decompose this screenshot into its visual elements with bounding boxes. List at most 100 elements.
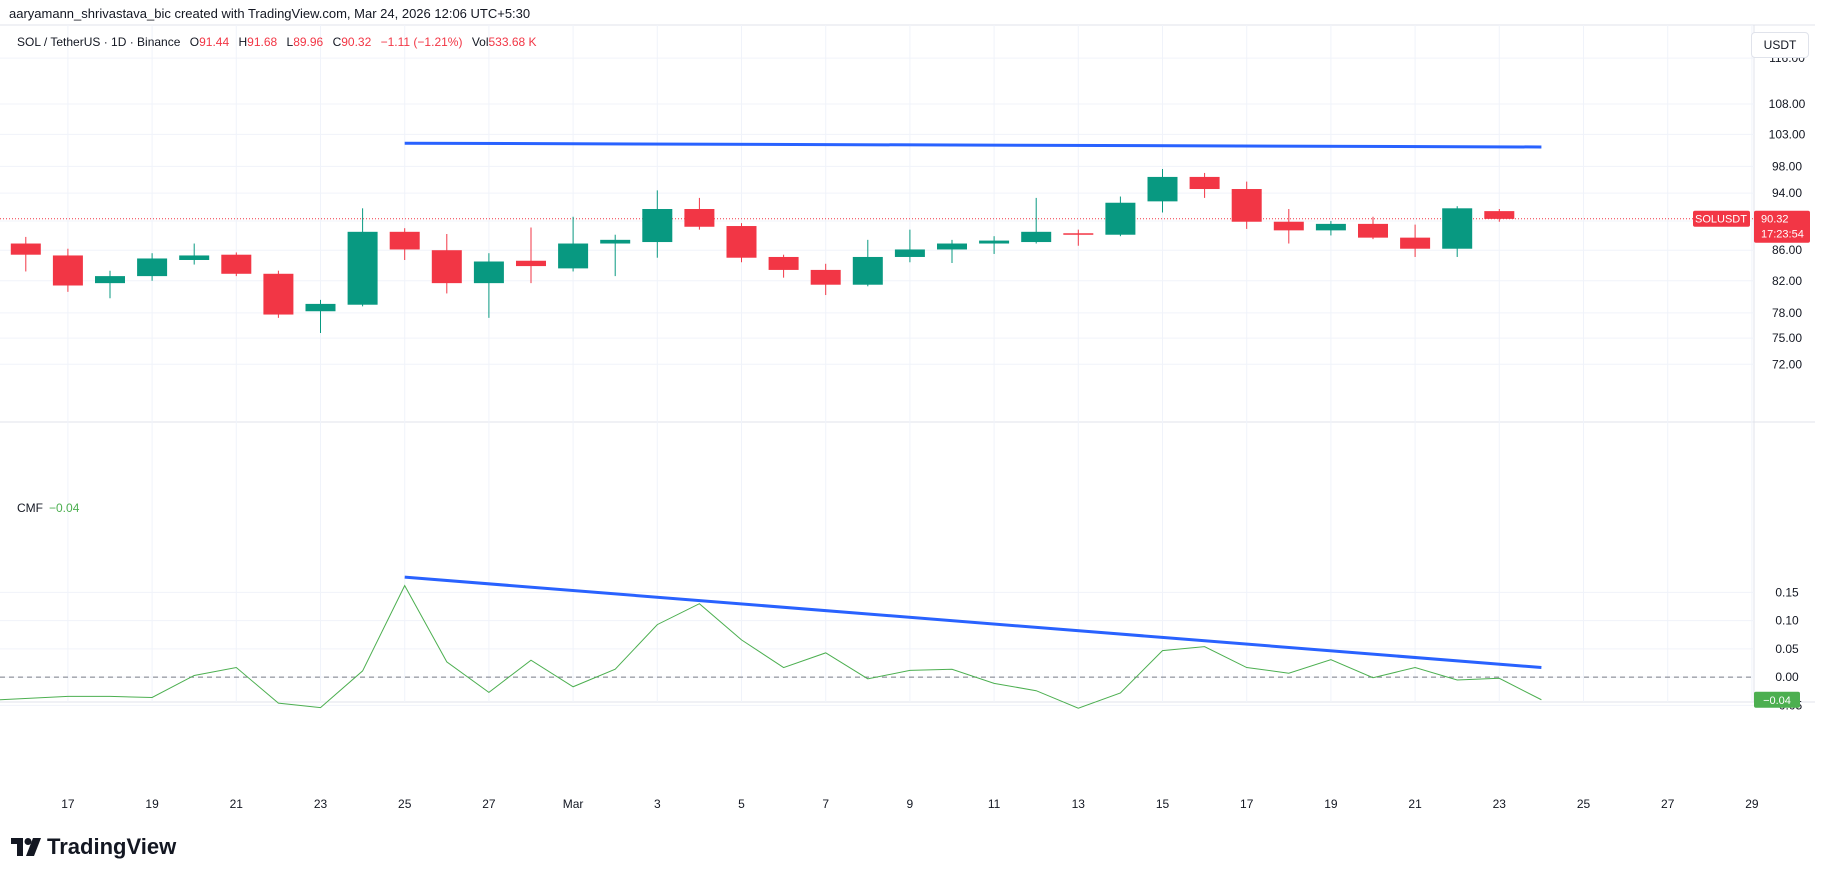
- cmf-tick-label: 0.10: [1775, 614, 1799, 628]
- candle: [894, 229, 925, 263]
- legend-symbol[interactable]: SOL / TetherUS · 1D · Binance: [17, 35, 181, 49]
- cmf-line: [0, 584, 1542, 709]
- candle: [768, 254, 799, 278]
- price-tick-label: 75.00: [1772, 331, 1802, 345]
- price-tick-label: 94.00: [1772, 186, 1802, 200]
- x-tick-label: Mar: [563, 797, 584, 811]
- tradingview-logo[interactable]: TradingView: [11, 834, 176, 860]
- candle: [1484, 209, 1515, 222]
- price-tick-label: 82.00: [1772, 274, 1802, 288]
- candle-body: [1273, 221, 1304, 231]
- x-tick-label: 27: [1661, 797, 1675, 811]
- candle-body: [1063, 233, 1094, 235]
- candle: [937, 239, 967, 264]
- candle-body: [431, 250, 462, 284]
- legend-volume-label: Vol: [471, 35, 489, 49]
- candle-body: [1484, 211, 1515, 219]
- candle-body: [1400, 237, 1431, 249]
- candle-body: [558, 243, 589, 269]
- legend-open-value: 91.44: [199, 35, 230, 49]
- candle-body: [1358, 223, 1388, 238]
- x-tick-label: 23: [314, 797, 328, 811]
- cmf-badge-text: −0.04: [1763, 695, 1791, 707]
- x-tick-label: 23: [1493, 797, 1507, 811]
- legend-close-label: C: [332, 35, 342, 49]
- legend-high-label: H: [238, 35, 248, 49]
- candle: [431, 233, 462, 294]
- candle-body: [1231, 189, 1262, 222]
- cmf-tick-label: 0.00: [1775, 670, 1799, 684]
- cmf-legend-name[interactable]: CMF: [17, 501, 43, 515]
- x-tick-label: 15: [1156, 797, 1170, 811]
- legend-low-label: L: [286, 35, 294, 49]
- candle: [684, 197, 715, 230]
- candle: [305, 299, 336, 333]
- candle: [852, 239, 883, 287]
- candle-body: [852, 256, 883, 285]
- cmf-tick-label: 0.05: [1775, 642, 1799, 656]
- candle-body: [979, 240, 1010, 244]
- candle: [389, 228, 420, 260]
- candle-body: [1315, 223, 1346, 231]
- candle-body: [1189, 176, 1220, 190]
- legend-high-value: 91.68: [247, 35, 278, 49]
- cmf-badge-bg: [1754, 691, 1800, 708]
- candle: [137, 253, 168, 281]
- x-tick-label: 19: [145, 797, 159, 811]
- price-tick-label: 86.00: [1772, 243, 1802, 257]
- x-tick-label: 19: [1324, 797, 1338, 811]
- legend-volume-value: 533.68 K: [488, 35, 537, 49]
- legend-change: −1.11 (−1.21%): [380, 35, 463, 49]
- x-tick-label: 3: [654, 797, 661, 811]
- attribution-text: aaryamann_shrivastava_bic created with T…: [9, 6, 531, 21]
- cmf-trendline: [404, 575, 1542, 670]
- candle: [263, 270, 294, 318]
- legend-close-value: 90.32: [341, 35, 372, 49]
- x-tick-label: 7: [822, 797, 829, 811]
- candle: [600, 234, 631, 277]
- candle-body: [389, 231, 420, 250]
- candle: [221, 252, 252, 277]
- candle: [1400, 224, 1431, 257]
- candle: [1315, 221, 1346, 236]
- price-tick-label: 78.00: [1772, 306, 1802, 320]
- candles: [10, 168, 1515, 333]
- symbol-badge-text: SOLUSDT: [1695, 214, 1747, 226]
- candle: [473, 253, 504, 318]
- candle: [810, 263, 841, 296]
- x-tick-label: 17: [1240, 797, 1254, 811]
- candle-body: [684, 209, 715, 227]
- candle: [558, 216, 589, 272]
- x-tick-label: 11: [988, 797, 1001, 811]
- x-tick-label: 29: [1745, 797, 1759, 811]
- candle: [979, 236, 1010, 254]
- price-tick-label: 72.00: [1772, 357, 1802, 371]
- candle-body: [10, 243, 41, 255]
- price-badge-countdown: 17:23:54: [1761, 229, 1804, 241]
- candle: [179, 243, 210, 265]
- price-tick-label: 108.00: [1769, 97, 1806, 111]
- candle-body: [1105, 202, 1136, 235]
- candle-body: [768, 256, 799, 270]
- legend-low-value: 89.96: [293, 35, 324, 49]
- x-tick-label: 21: [230, 797, 244, 811]
- candle-body: [263, 273, 294, 315]
- candle: [516, 227, 546, 284]
- candle: [347, 208, 378, 307]
- price-badge-value: 90.32: [1761, 214, 1789, 226]
- symbol-badge-bg: [1693, 210, 1750, 227]
- candle-body: [179, 255, 210, 260]
- candle: [95, 270, 125, 299]
- currency-button[interactable]: USDT: [1751, 32, 1809, 58]
- candle-body: [810, 269, 841, 285]
- cmf-legend-value: −0.04: [49, 501, 80, 515]
- x-tick-label: 21: [1408, 797, 1422, 811]
- x-tick-label: 5: [738, 797, 745, 811]
- price-badge-bg: [1754, 210, 1810, 243]
- candle-body: [937, 243, 967, 250]
- candle: [1442, 206, 1473, 257]
- x-tick-label: 13: [1072, 797, 1086, 811]
- x-tick-label: 27: [482, 797, 496, 811]
- cmf-legend: CMF −0.04: [17, 501, 79, 515]
